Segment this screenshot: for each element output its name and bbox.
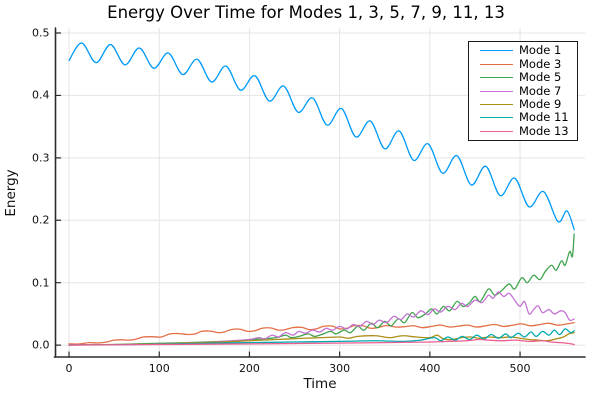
y-axis-label: Energy (3, 169, 19, 217)
legend-label: Mode 13 (519, 123, 569, 138)
legend-line-sample (480, 130, 513, 132)
x-tick-label: 100 (148, 362, 170, 375)
legend-line-sample (480, 117, 513, 119)
legend-label: Mode 3 (519, 56, 562, 71)
legend-line-sample (480, 103, 513, 105)
legend-label: Mode 7 (519, 83, 562, 98)
y-tick-label: 0.5 (32, 26, 50, 40)
legend-entry: Mode 11 (469, 111, 577, 124)
y-tick-label: 0.1 (32, 276, 50, 290)
x-tick-label: 200 (238, 362, 260, 375)
y-tick-label: 0.0 (32, 338, 50, 352)
legend: Mode 1 Mode 3 Mode 5 Mode 7 Mode 9 Mode 11 Mod… (468, 41, 578, 141)
x-tick-label: 300 (329, 362, 351, 375)
y-tick-label: 0.2 (32, 213, 50, 227)
legend-line-sample (480, 77, 513, 79)
chart-title: Energy Over Time for Modes 1, 3, 5, 7, 9… (107, 3, 505, 22)
legend-label: Mode 1 (519, 43, 562, 58)
legend-line-sample (480, 63, 513, 65)
legend-label: Mode 9 (519, 96, 562, 111)
x-tick-label: 400 (419, 362, 441, 375)
legend-entry: Mode 7 (469, 83, 577, 98)
legend-label: Mode 5 (519, 70, 562, 85)
x-tick-label: 0 (65, 362, 73, 375)
legend-entry: Mode 13 (469, 123, 577, 138)
legend-line-sample (480, 90, 513, 92)
y-tick-label: 0.3 (32, 151, 50, 165)
legend-entry: Mode 9 (469, 96, 577, 111)
x-axis-label: Time (303, 376, 337, 392)
y-tick-label: 0.4 (32, 88, 50, 102)
legend-line-sample (480, 50, 513, 52)
legend-entry: Mode 1 (469, 44, 577, 57)
x-tick-label: 500 (509, 362, 531, 375)
legend-entry: Mode 5 (469, 71, 577, 84)
legend-label: Mode 11 (519, 110, 569, 125)
legend-entry: Mode 3 (469, 56, 577, 71)
